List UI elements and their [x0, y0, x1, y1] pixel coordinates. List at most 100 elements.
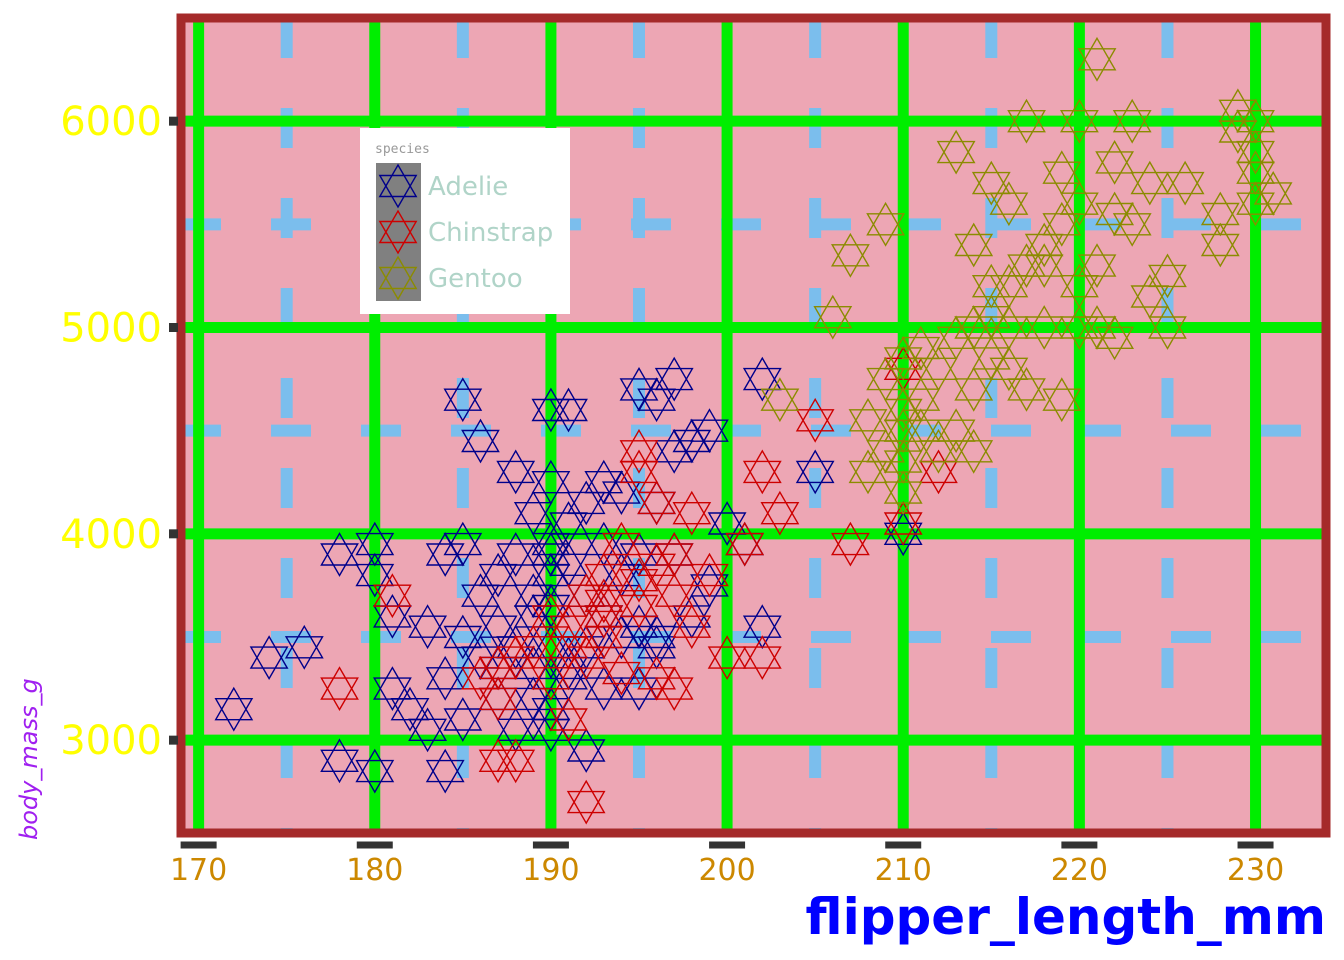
data-point	[654, 573, 694, 619]
data-point	[795, 449, 835, 495]
data-point	[566, 779, 606, 825]
data-point	[936, 129, 976, 175]
data-point	[1095, 315, 1135, 361]
data-point	[496, 738, 536, 784]
data-point	[513, 624, 553, 670]
data-point	[355, 748, 395, 794]
y-tick-label: 4000	[60, 512, 162, 558]
data-point	[1236, 129, 1275, 175]
data-point	[919, 346, 958, 392]
data-point	[1165, 160, 1205, 206]
x-tick-label: 220	[1051, 853, 1108, 888]
data-point	[1007, 98, 1046, 144]
data-point	[742, 635, 782, 680]
data-point	[830, 232, 870, 278]
data-point	[954, 222, 994, 268]
data-point	[1059, 98, 1099, 144]
plot-panel	[181, 18, 1326, 833]
data-point	[549, 697, 588, 742]
data-point	[813, 294, 853, 340]
data-point	[1148, 253, 1187, 299]
data-point	[408, 604, 448, 650]
data-point	[672, 490, 712, 536]
data-point	[425, 655, 465, 701]
data-point	[1024, 305, 1064, 350]
panel-border	[176, 13, 1331, 838]
data-point	[1077, 243, 1117, 288]
data-point	[1077, 36, 1117, 82]
x-axis-label: flipper_length_mm	[806, 888, 1326, 946]
data-point	[320, 532, 359, 577]
data-point	[408, 707, 448, 753]
data-point	[654, 356, 694, 402]
x-tick-label: 180	[346, 853, 403, 888]
data-point	[1253, 170, 1293, 216]
data-point	[443, 697, 483, 742]
y-tick-label: 3000	[60, 718, 162, 764]
data-point	[760, 377, 800, 423]
data-point	[566, 728, 606, 773]
data-point	[760, 490, 800, 536]
data-point	[1112, 201, 1152, 247]
legend-key	[376, 209, 421, 255]
data-point	[742, 449, 782, 495]
data-point	[496, 532, 536, 577]
data-point	[584, 614, 624, 660]
x-tick-label: 200	[698, 853, 755, 888]
legend-title: species	[375, 142, 430, 157]
data-point	[320, 666, 359, 712]
data-point	[443, 521, 483, 567]
axes: 3000 4000 5000 6000 170 180 190 200 210 220 230	[60, 99, 1284, 888]
data-point	[690, 408, 729, 454]
legend-label: Chinstrap	[428, 218, 553, 248]
data-point	[549, 387, 588, 433]
data-point	[725, 521, 765, 567]
y-tick-label: 6000	[60, 99, 162, 145]
x-tick-label: 210	[875, 853, 932, 888]
data-point	[989, 305, 1029, 350]
data-point	[637, 480, 677, 526]
data-point	[654, 532, 694, 577]
data-point	[425, 748, 465, 794]
data-point	[214, 686, 254, 732]
data-point	[1095, 140, 1135, 185]
x-tick-label: 170	[170, 853, 227, 888]
data-point	[619, 449, 659, 495]
data-point	[320, 738, 359, 784]
data-point	[513, 490, 553, 536]
data-point	[601, 650, 641, 696]
data-point	[249, 635, 289, 680]
data-point	[1042, 377, 1082, 423]
data-point	[954, 428, 994, 474]
data-point	[1148, 305, 1187, 350]
data-point	[901, 377, 941, 423]
data-point	[443, 377, 483, 423]
y-axis-label: body_mass_g	[15, 678, 43, 840]
data-point	[549, 604, 588, 650]
legend-label: Gentoo	[428, 264, 523, 294]
legend-marker	[378, 255, 418, 301]
data-point	[1200, 222, 1240, 268]
legend: species Adelie Chinstrap Gentoo	[360, 128, 570, 314]
data-point	[284, 624, 324, 670]
data-point	[496, 449, 536, 495]
data-point	[531, 655, 571, 701]
data-point	[989, 181, 1029, 227]
data-point	[866, 201, 906, 247]
data-point	[461, 418, 500, 464]
data-point	[848, 397, 888, 443]
data-point	[1042, 150, 1082, 196]
data-points	[214, 36, 1293, 825]
x-tick-label: 230	[1227, 853, 1284, 888]
data-point	[795, 397, 835, 443]
x-tick-label: 190	[522, 853, 579, 888]
legend-marker	[378, 209, 418, 255]
data-point	[1007, 366, 1046, 412]
data-point	[584, 578, 624, 624]
legend-key	[376, 163, 421, 209]
series-chinstrap	[320, 346, 958, 825]
data-point	[954, 367, 994, 412]
data-point	[549, 542, 588, 588]
series-gentoo	[760, 36, 1293, 515]
